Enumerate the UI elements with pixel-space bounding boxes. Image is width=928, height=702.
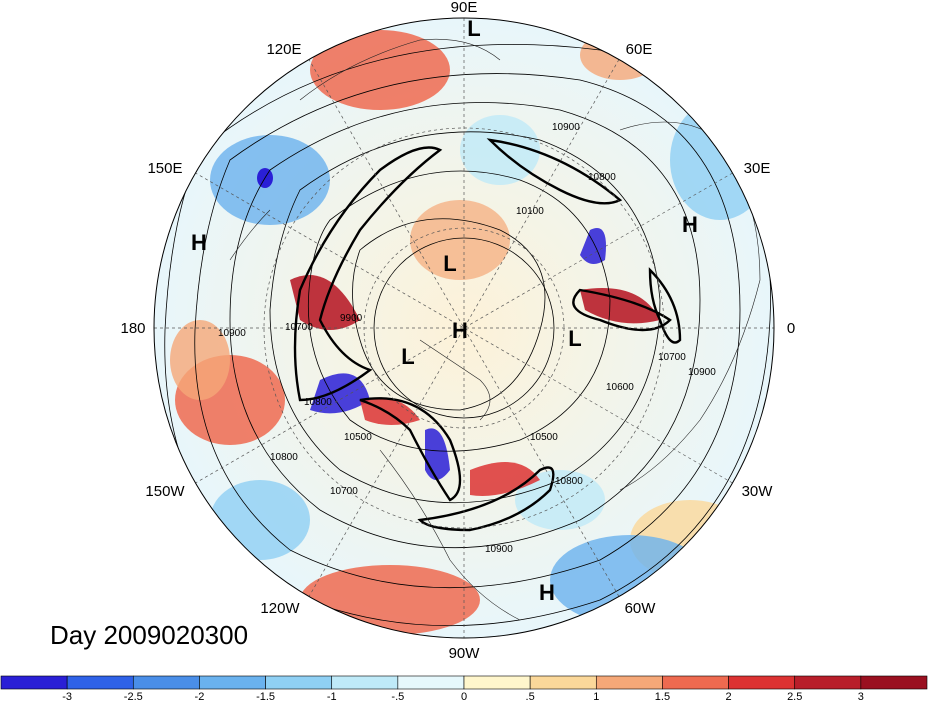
lon-label-60w: 60W <box>625 600 657 617</box>
contour-label: 10700 <box>658 352 686 363</box>
colorbar-tick-label: -.5 <box>391 691 404 702</box>
lon-label-120e: 120E <box>266 41 301 58</box>
contour-label: 10900 <box>688 367 716 378</box>
contour-label: 10600 <box>606 382 634 393</box>
contour-label: 10500 <box>530 432 558 443</box>
lon-label-60e: 60E <box>626 41 653 58</box>
lon-label-0: 0 <box>787 320 795 337</box>
colorbar-swatch <box>397 675 465 690</box>
contour-label: 9900 <box>340 313 363 324</box>
contour-label: 10800 <box>588 172 616 183</box>
contour-label: 10800 <box>270 452 298 463</box>
contour-label: 10800 <box>555 476 583 487</box>
lon-label-150e: 150E <box>147 160 182 177</box>
lon-label-30e: 30E <box>744 160 771 177</box>
contour-label: 10500 <box>344 432 372 443</box>
low-marker: L <box>568 326 581 351</box>
map-boundary <box>153 17 775 639</box>
colorbar-tick-label: 2.5 <box>787 691 802 702</box>
lon-label-90w: 90W <box>449 645 481 662</box>
colorbar-swatch <box>66 675 134 690</box>
colorbar-swatch <box>463 675 531 690</box>
colorbar-tick-label: -2 <box>195 691 205 702</box>
colorbar-tick-label: -3 <box>62 691 72 702</box>
longitude-labels: 90E 60E 30E 0 30W 60W 90W 120W 150W 180 … <box>120 0 795 662</box>
anomaly-field <box>154 18 774 638</box>
colorbar: -3 -2.5 -2 -1.5 -1 -.5 0 .5 1 1.5 2 2.5 3 <box>0 675 928 702</box>
low-marker: L <box>467 16 480 41</box>
colorbar-tick-label: 2 <box>726 691 732 702</box>
colorbar-tick-label: 0 <box>461 691 467 702</box>
colorbar-swatch <box>331 675 399 690</box>
pressure-centers: L L H L L H H H <box>191 16 698 605</box>
low-marker: L <box>401 344 414 369</box>
colorbar-swatch <box>728 675 796 690</box>
colorbar-tick-label: -1 <box>327 691 337 702</box>
high-marker: H <box>539 580 555 605</box>
colorbar-swatch <box>860 675 928 690</box>
colorbar-swatch <box>595 675 663 690</box>
height-contours <box>164 43 771 627</box>
colorbar-swatch <box>265 675 333 690</box>
colorbar-tick-label: 1 <box>593 691 599 702</box>
lon-label-30w: 30W <box>742 483 774 500</box>
lon-label-180: 180 <box>120 320 145 337</box>
lon-label-120w: 120W <box>260 600 300 617</box>
colorbar-tick-label: -1.5 <box>256 691 275 702</box>
jet-contours <box>293 138 682 532</box>
colorbar-swatch <box>529 675 597 690</box>
colorbar-tick-label: .5 <box>526 691 535 702</box>
coastlines <box>229 38 761 621</box>
map-title: Day 2009020300 <box>50 620 249 650</box>
colorbar-swatch <box>199 675 266 690</box>
colorbar-swatch <box>662 675 729 690</box>
colorbar-swatch <box>794 675 862 690</box>
contour-label: 10700 <box>285 322 313 333</box>
lon-label-150w: 150W <box>145 483 185 500</box>
graticule <box>154 18 774 638</box>
high-marker: H <box>452 318 468 343</box>
contour-label: 10700 <box>330 486 358 497</box>
high-marker: H <box>191 230 207 255</box>
colorbar-tick-label: -2.5 <box>124 691 143 702</box>
colorbar-tick-label: 3 <box>858 691 864 702</box>
colorbar-tick-label: 1.5 <box>655 691 670 702</box>
high-marker: H <box>682 212 698 237</box>
contour-label: 10900 <box>218 328 246 339</box>
lon-label-90e: 90E <box>451 0 478 16</box>
contour-label: 10100 <box>516 206 544 217</box>
contour-label: 10900 <box>485 544 513 555</box>
contour-label: 10800 <box>304 397 332 408</box>
contour-label: 10900 <box>552 122 580 133</box>
contour-labels: 10900 10800 10100 10900 10700 9900 10800… <box>218 122 716 555</box>
colorbar-swatch <box>0 675 68 690</box>
colorbar-swatch <box>132 675 200 690</box>
low-marker: L <box>443 251 456 276</box>
